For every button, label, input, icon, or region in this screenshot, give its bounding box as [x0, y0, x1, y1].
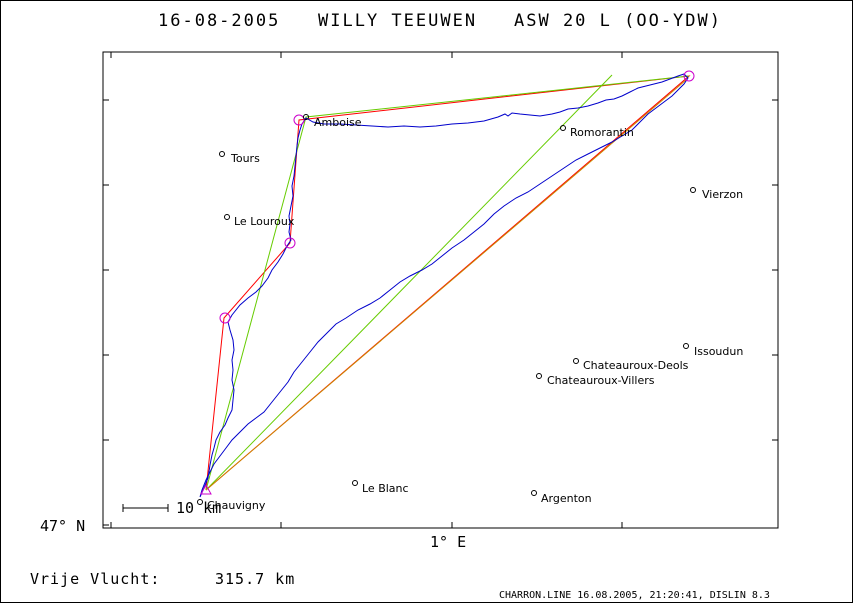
start-triangle-icon: [200, 483, 212, 495]
turnpoint-circle-icon: [683, 70, 695, 82]
town-marker-icon: [690, 187, 696, 193]
town-label-argenton: Argenton: [541, 492, 592, 505]
town-marker-icon: [683, 343, 689, 349]
plot-area: [102, 51, 779, 529]
town-markers: [197, 114, 696, 505]
credit-line: CHARRON.LINE 16.08.2005, 21:20:41, DISLI…: [499, 590, 770, 601]
town-marker-icon: [573, 358, 579, 364]
town-marker-icon: [536, 373, 542, 379]
town-label-le-louroux: Le Louroux: [234, 215, 295, 228]
scale-bar: [122, 504, 169, 512]
town-marker-icon: [197, 499, 203, 505]
town-label-amboise: Amboise: [314, 116, 362, 129]
town-marker-icon: [303, 114, 309, 120]
distance-value: 315.7 km: [215, 570, 295, 588]
distance-label: Vrije Vlucht:: [30, 570, 160, 588]
task-line-green-diag: [205, 74, 613, 491]
town-marker-icon: [531, 490, 537, 496]
latitude-label: 47° N: [40, 517, 85, 535]
town-label-chauvigny: Chauvigny: [207, 499, 266, 512]
town-label-chateauroux-deols: Chateauroux-Deols: [583, 359, 689, 372]
flight-track: [199, 73, 689, 498]
task-line-green: [205, 75, 690, 491]
right-ticks: [772, 99, 778, 441]
town-marker-icon: [219, 151, 225, 157]
aircraft-label: ASW 20 L (OO-YDW): [514, 11, 722, 31]
town-label-chateauroux-villers: Chateauroux-Villers: [547, 374, 655, 387]
town-marker-icon: [224, 214, 230, 220]
longitude-label: 1° E: [430, 533, 466, 551]
town-marker-icon: [352, 480, 358, 486]
task-line-orange: [205, 79, 687, 491]
town-label-vierzon: Vierzon: [702, 188, 743, 201]
flight-date: 16-08-2005: [158, 11, 280, 31]
turnpoints: [200, 70, 695, 495]
turnpoint-circle-icon: [284, 237, 296, 249]
town-label-le-blanc: Le Blanc: [362, 482, 409, 495]
town-label-romorantin: Romorantin: [570, 126, 634, 139]
turnpoint-circle-icon: [219, 312, 231, 324]
turnpoint-circle-icon: [293, 114, 305, 126]
pilot-name: WILLY TEEUWEN: [318, 11, 477, 31]
scale-label: 10 km: [176, 499, 221, 517]
town-marker-icon: [560, 125, 566, 131]
town-label-tours: Tours: [230, 152, 260, 165]
left-ticks: [103, 99, 109, 526]
task-line-red: [205, 75, 691, 491]
town-label-issoudun: Issoudun: [694, 345, 743, 358]
task-lines: [205, 74, 691, 491]
top-bottom-ticks: [110, 52, 623, 528]
